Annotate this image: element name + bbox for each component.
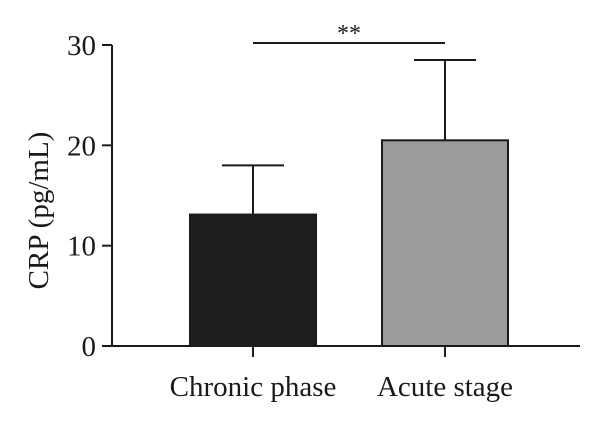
y-tick-label: 0 bbox=[82, 331, 97, 363]
y-tick-label: 20 bbox=[67, 130, 96, 162]
significance-label: ** bbox=[337, 21, 361, 47]
significance-bracket: ** bbox=[253, 21, 445, 47]
y-tick-label: 30 bbox=[67, 30, 96, 62]
x-tick-label: Acute stage bbox=[377, 371, 513, 403]
bar-chronic-phase bbox=[189, 213, 317, 347]
bars bbox=[189, 139, 509, 347]
y-axis-label: CRP (pg/mL) bbox=[23, 132, 55, 290]
y-tick-label: 10 bbox=[67, 231, 96, 263]
axes bbox=[111, 45, 580, 347]
x-ticks: Chronic phase Acute stage bbox=[170, 346, 513, 403]
bar-acute-stage bbox=[381, 139, 509, 347]
y-ticks: 0 10 20 30 bbox=[67, 30, 112, 363]
x-tick-label: Chronic phase bbox=[170, 371, 337, 403]
error-bars bbox=[222, 59, 476, 215]
